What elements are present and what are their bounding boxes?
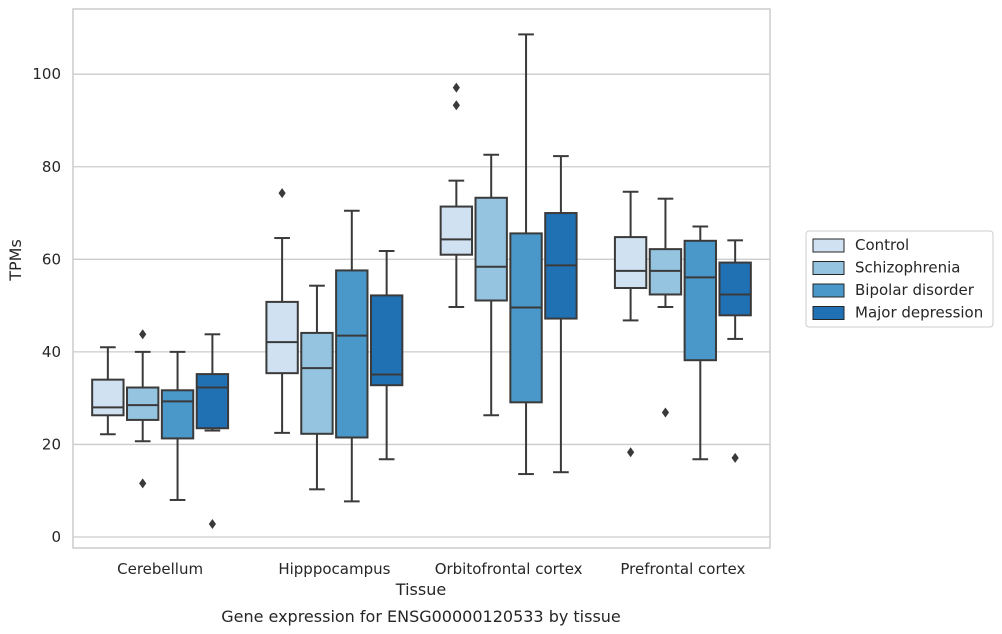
outlier-point: [661, 407, 670, 418]
x-tick-label: Prefrontal cortex: [620, 560, 745, 578]
outlier-point: [278, 188, 286, 199]
legend: Control Schizophrenia Bipolar disorder Majo…: [805, 230, 994, 328]
box-iqr: [126, 386, 160, 421]
box-iqr: [160, 389, 195, 440]
box-element: [126, 329, 160, 489]
y-tick-label: 40: [42, 343, 61, 361]
x-axis-label: Tissue: [395, 580, 446, 599]
y-tick-label: 60: [42, 250, 61, 268]
box-iqr: [91, 378, 125, 417]
outlier-point: [139, 329, 147, 340]
y-axis-ticks: 0 20 40 60 80 100: [32, 65, 61, 546]
outlier-point: [208, 519, 216, 530]
series-control: [91, 82, 648, 458]
y-tick-label: 0: [51, 528, 61, 546]
box-element: [265, 188, 299, 434]
box-iqr: [718, 261, 752, 317]
x-tick-label: Orbitofrontal cortex: [435, 560, 583, 578]
legend-frame: [805, 230, 994, 328]
box-iqr: [439, 205, 474, 256]
series-major-depression: [195, 155, 752, 530]
outlier-point: [627, 447, 635, 458]
box-element: [335, 209, 369, 503]
box-element: [613, 190, 648, 458]
y-tick-label: 100: [32, 65, 61, 83]
y-tick-label: 20: [42, 435, 61, 453]
legend-swatch: [812, 261, 845, 275]
chart-caption: Gene expression for ENSG00000120533 by t…: [221, 607, 621, 626]
box-iqr: [474, 196, 508, 302]
box-iqr: [335, 269, 369, 439]
box-iqr: [300, 331, 334, 435]
box-iqr: [369, 294, 404, 387]
outlier-point: [731, 452, 739, 463]
legend-label: Control: [855, 236, 909, 254]
box-element: [683, 225, 717, 461]
legend-swatch: [812, 306, 845, 320]
outlier-point: [452, 100, 460, 111]
box-iqr: [613, 236, 648, 290]
box-iqr: [509, 232, 543, 404]
box-element: [91, 346, 125, 436]
legend-label: Bipolar disorder: [855, 281, 975, 299]
box-element: [544, 155, 578, 474]
legend-label: Schizophrenia: [855, 259, 960, 277]
y-axis-label: TPMs: [6, 239, 25, 282]
y-tick-label: 80: [42, 158, 61, 176]
box-element: [195, 333, 230, 530]
box-iqr: [195, 373, 230, 430]
grid-lines: [73, 73, 770, 538]
legend-swatch: [812, 238, 845, 253]
series-schizophrenia: [126, 153, 683, 491]
box-series: [91, 33, 752, 530]
box-iqr: [265, 300, 299, 375]
x-tick-label: Hipppocampus: [278, 560, 390, 578]
box-iqr: [683, 239, 717, 362]
legend-label: Major depression: [855, 304, 983, 322]
box-element: [300, 284, 334, 491]
box-element: [439, 82, 474, 308]
box-element: [474, 153, 508, 417]
box-element: [648, 197, 683, 418]
x-tick-label: Cerebellum: [117, 560, 203, 578]
legend-swatch: [812, 283, 845, 298]
box-element: [509, 33, 543, 476]
series-bipolar-disorder: [160, 33, 717, 503]
box-element: [160, 350, 195, 501]
plot-frame: [72, 8, 771, 549]
outlier-point: [452, 82, 460, 93]
box-element: [718, 239, 752, 463]
outlier-point: [139, 478, 147, 489]
box-element: [369, 249, 404, 461]
x-axis-ticks: Cerebellum Hipppocampus Orbitofrontal cort…: [117, 560, 745, 578]
